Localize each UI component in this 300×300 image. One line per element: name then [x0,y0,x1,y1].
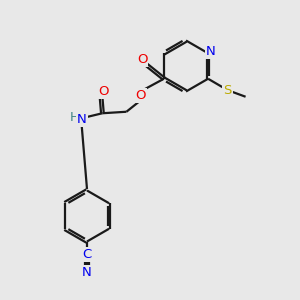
Text: O: O [99,85,109,98]
Text: N: N [206,45,216,58]
Text: O: O [135,89,146,102]
Text: N: N [82,266,92,280]
Text: N: N [77,113,87,126]
Text: S: S [224,84,232,97]
Text: O: O [137,53,147,66]
Text: C: C [82,248,91,261]
Text: H: H [70,111,80,124]
